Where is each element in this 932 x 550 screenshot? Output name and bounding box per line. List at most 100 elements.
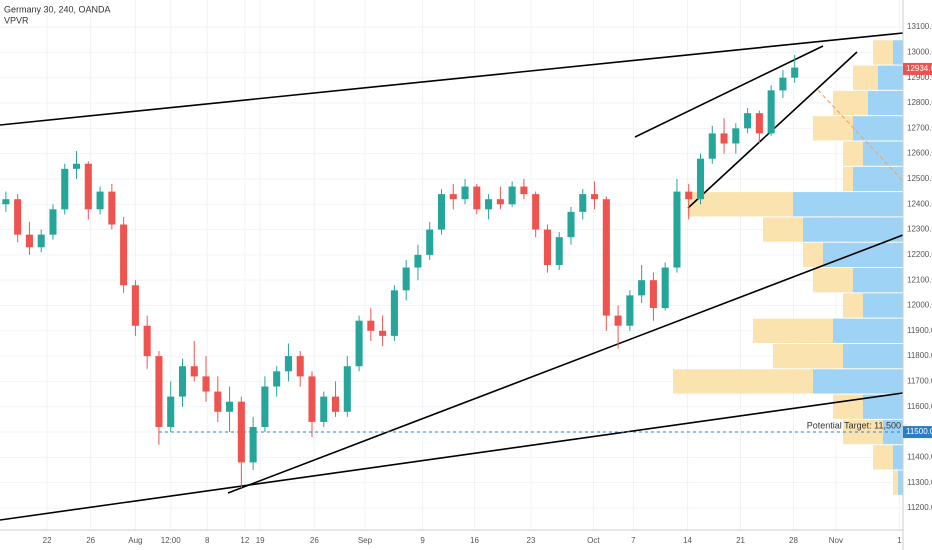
price-axis xyxy=(903,0,932,550)
candle-body xyxy=(461,186,469,200)
candle-body xyxy=(214,391,222,412)
x-tick-label: 16 xyxy=(470,536,479,545)
y-tick-label: 13000.0 xyxy=(907,48,932,57)
candle-body xyxy=(14,199,22,235)
volume-down xyxy=(853,65,878,90)
volume-down xyxy=(763,217,803,242)
x-tick-label: 12 xyxy=(240,536,249,545)
y-tick-label: 12700.0 xyxy=(907,123,932,132)
volume-up xyxy=(803,217,903,242)
candle-body xyxy=(449,194,457,200)
y-tick-label: 11800.0 xyxy=(907,351,932,360)
x-tick-label: Aug xyxy=(128,536,142,545)
y-tick-label: 11900.0 xyxy=(907,326,932,335)
volume-down xyxy=(753,318,833,343)
x-tick-label: 26 xyxy=(310,536,319,545)
x-tick-label: 26 xyxy=(86,536,95,545)
indicator-label: VPVR xyxy=(4,15,29,25)
candle-body xyxy=(767,90,775,134)
x-tick-label: 19 xyxy=(256,536,265,545)
volume-up xyxy=(853,116,903,141)
candle-body xyxy=(296,356,304,377)
candle-body xyxy=(273,371,281,387)
candle-body xyxy=(708,133,716,159)
y-tick-label: 12200.0 xyxy=(907,250,932,259)
candle-body xyxy=(367,320,375,331)
candle-body xyxy=(61,168,69,210)
candle-body xyxy=(308,376,316,422)
volume-down xyxy=(833,90,868,116)
candle-body xyxy=(555,237,563,265)
x-tick-label: 8 xyxy=(205,536,210,545)
target-price-label: 11500.0 xyxy=(906,427,932,436)
candle-body xyxy=(744,113,752,129)
x-tick-label: 22 xyxy=(43,536,52,545)
candle-body xyxy=(779,77,787,91)
x-tick-label: Nov xyxy=(829,536,843,545)
y-tick-label: 12900.0 xyxy=(907,73,932,82)
candle-body xyxy=(190,366,198,377)
last-price-label: 12934.6 xyxy=(906,64,932,73)
candle-body xyxy=(496,199,504,205)
candle-body xyxy=(791,67,799,78)
candle-body xyxy=(591,194,599,200)
candle-body xyxy=(649,280,657,309)
volume-up xyxy=(853,268,903,293)
candle-body xyxy=(355,320,363,367)
volume-down xyxy=(843,293,863,318)
candle-body xyxy=(178,366,187,397)
y-tick-label: 12800.0 xyxy=(907,98,932,107)
y-tick-label: 12500.0 xyxy=(907,174,932,183)
candle-body xyxy=(120,224,128,286)
candle-body xyxy=(379,330,387,336)
y-tick-label: 12100.0 xyxy=(907,275,932,284)
volume-up xyxy=(898,470,903,495)
candle-body xyxy=(84,163,92,210)
candle-body xyxy=(155,356,163,427)
target-annotation: Potential Target: 11,500 xyxy=(807,420,901,430)
trendlines xyxy=(0,32,904,521)
volume-up xyxy=(863,141,903,166)
volume-up xyxy=(833,318,903,343)
x-tick-label: 9 xyxy=(420,536,425,545)
volume-up xyxy=(893,40,903,65)
candle-body xyxy=(332,396,340,412)
candle-body xyxy=(143,325,151,357)
volume-up xyxy=(863,394,903,419)
x-tick-label: 21 xyxy=(736,536,745,545)
candle-body xyxy=(167,396,175,427)
x-tick-label: 14 xyxy=(683,536,692,545)
candle-body xyxy=(402,267,410,291)
candle-body xyxy=(532,194,540,230)
y-tick-label: 11300.0 xyxy=(907,478,932,487)
candle-body xyxy=(202,376,210,392)
candle-body xyxy=(696,158,705,200)
y-tick-label: 12600.0 xyxy=(907,149,932,158)
candle-body xyxy=(661,267,669,309)
candle-body xyxy=(390,290,398,336)
volume-down xyxy=(813,268,853,293)
trendline xyxy=(634,45,824,138)
y-tick-label: 12000.0 xyxy=(907,301,932,310)
candle-body xyxy=(755,113,763,134)
x-tick-label: Oct xyxy=(587,536,600,545)
volume-up xyxy=(863,293,903,318)
candle-body xyxy=(426,229,434,255)
candle-body xyxy=(602,199,610,316)
candle-body xyxy=(414,254,422,268)
candle-body xyxy=(579,194,587,212)
y-tick-label: 13100.0 xyxy=(907,22,932,31)
candle-body xyxy=(49,209,57,235)
y-tick-label: 11600.0 xyxy=(907,402,932,411)
candle-body xyxy=(108,191,116,225)
trendline xyxy=(0,32,904,126)
x-tick-label: 23 xyxy=(527,536,536,545)
candle-body xyxy=(343,366,351,412)
y-tick-label: 12400.0 xyxy=(907,199,932,208)
volume-up xyxy=(793,192,903,217)
candle-body xyxy=(2,199,10,205)
candle-body xyxy=(249,426,257,463)
volume-down xyxy=(673,369,813,394)
volume-up xyxy=(878,65,903,90)
